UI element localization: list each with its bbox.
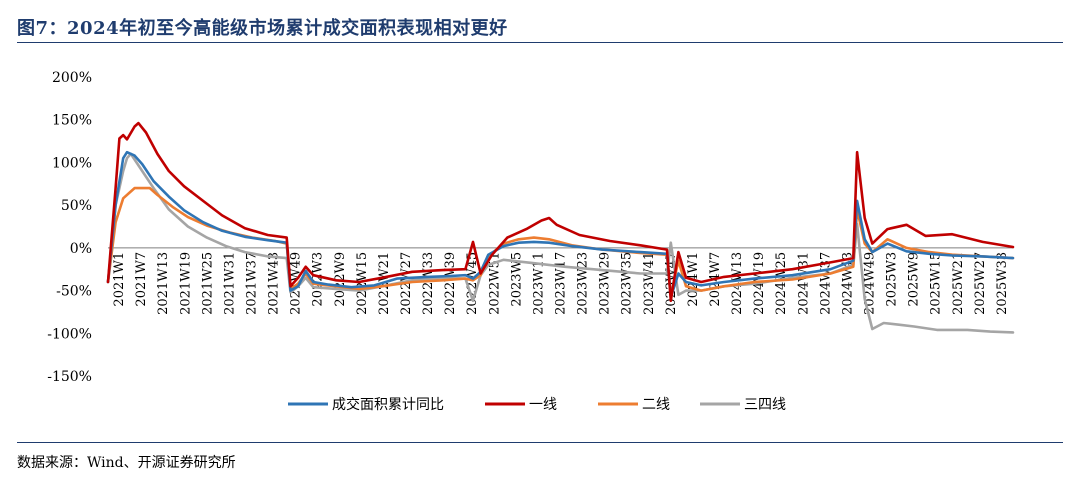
x-tick-label: 2025W3	[885, 252, 900, 307]
x-tick-label: 2024W25	[774, 252, 789, 315]
chart-title: 图7：2024年初至今高能级市场累计成交面积表现相对更好	[17, 18, 508, 39]
y-tick-label: -150%	[47, 369, 92, 385]
x-tick-label: 2023W35	[620, 252, 635, 315]
legend-label: 二线	[642, 397, 670, 413]
source-note: 数据来源：Wind、开源证券研究所	[17, 455, 236, 471]
x-tick-label: 2023W41	[642, 252, 657, 315]
x-tick-label: 2025W21	[951, 252, 966, 315]
x-axis: 2021W1 2021W7 2021W13 2021W19 2021W25 2021W31…	[108, 247, 1013, 315]
legend-label: 一线	[529, 397, 557, 413]
x-tick-label: 2021W13	[156, 252, 171, 315]
y-tick-label: 100%	[52, 155, 92, 171]
x-tick-label: 2021W37	[244, 252, 259, 315]
x-tick-label: 2023W17	[554, 252, 569, 315]
x-tick-label: 2025W15	[929, 252, 944, 315]
x-tick-label: 2022W33	[421, 252, 436, 315]
legend: 成交面积累计同比 一线 二线 三四线	[288, 396, 786, 413]
x-tick-label: 2025W9	[907, 252, 922, 307]
x-tick-label: 2025W27	[973, 252, 988, 315]
x-tick-label: 2023W23	[576, 252, 591, 315]
x-tick-label: 2021W7	[134, 252, 149, 307]
x-tick-label: 2021W49	[289, 252, 304, 315]
y-tick-label: 200%	[52, 70, 92, 86]
x-tick-label: 2025W33	[995, 252, 1010, 315]
y-tick-label: -50%	[56, 284, 92, 300]
source-rule	[17, 442, 1063, 443]
x-tick-label: 2024W49	[863, 252, 878, 315]
y-tick-label: 150%	[52, 113, 92, 129]
series-lines	[106, 121, 1015, 334]
y-tick-label: -100%	[47, 326, 92, 342]
series-line-3	[106, 152, 1015, 334]
y-tick-label: 0%	[70, 241, 92, 257]
series-line-1	[106, 121, 1015, 303]
x-tick-label: 2022W39	[443, 252, 458, 315]
x-tick-label: 2022W15	[355, 252, 370, 315]
x-tick-label: 2022W51	[487, 252, 502, 315]
legend-label: 成交面积累计同比	[332, 396, 444, 413]
x-tick-label: 2021W19	[178, 252, 193, 315]
x-tick-label: 2023W11	[531, 252, 546, 315]
x-tick-label: 2021W1	[112, 252, 127, 307]
x-tick-label: 2022W45	[465, 252, 480, 315]
x-tick-label: 2021W25	[200, 252, 215, 315]
x-tick-label: 2022W3	[311, 252, 326, 307]
x-tick-label: 2023W29	[598, 252, 613, 315]
x-tick-label: 2021W43	[267, 252, 282, 315]
y-tick-label: 50%	[61, 198, 92, 214]
x-tick-label: 2024W37	[818, 252, 833, 315]
x-tick-label: 2022W9	[333, 252, 348, 307]
x-tick-label: 2023W5	[509, 252, 524, 307]
x-tick-label: 2024W31	[796, 252, 811, 315]
legend-label: 三四线	[744, 397, 786, 413]
title-rule	[17, 42, 1063, 43]
y-axis: 200% 150% 100% 50% 0% -50% -100% -150%	[47, 70, 92, 385]
x-tick-label: 2021W31	[222, 252, 237, 315]
